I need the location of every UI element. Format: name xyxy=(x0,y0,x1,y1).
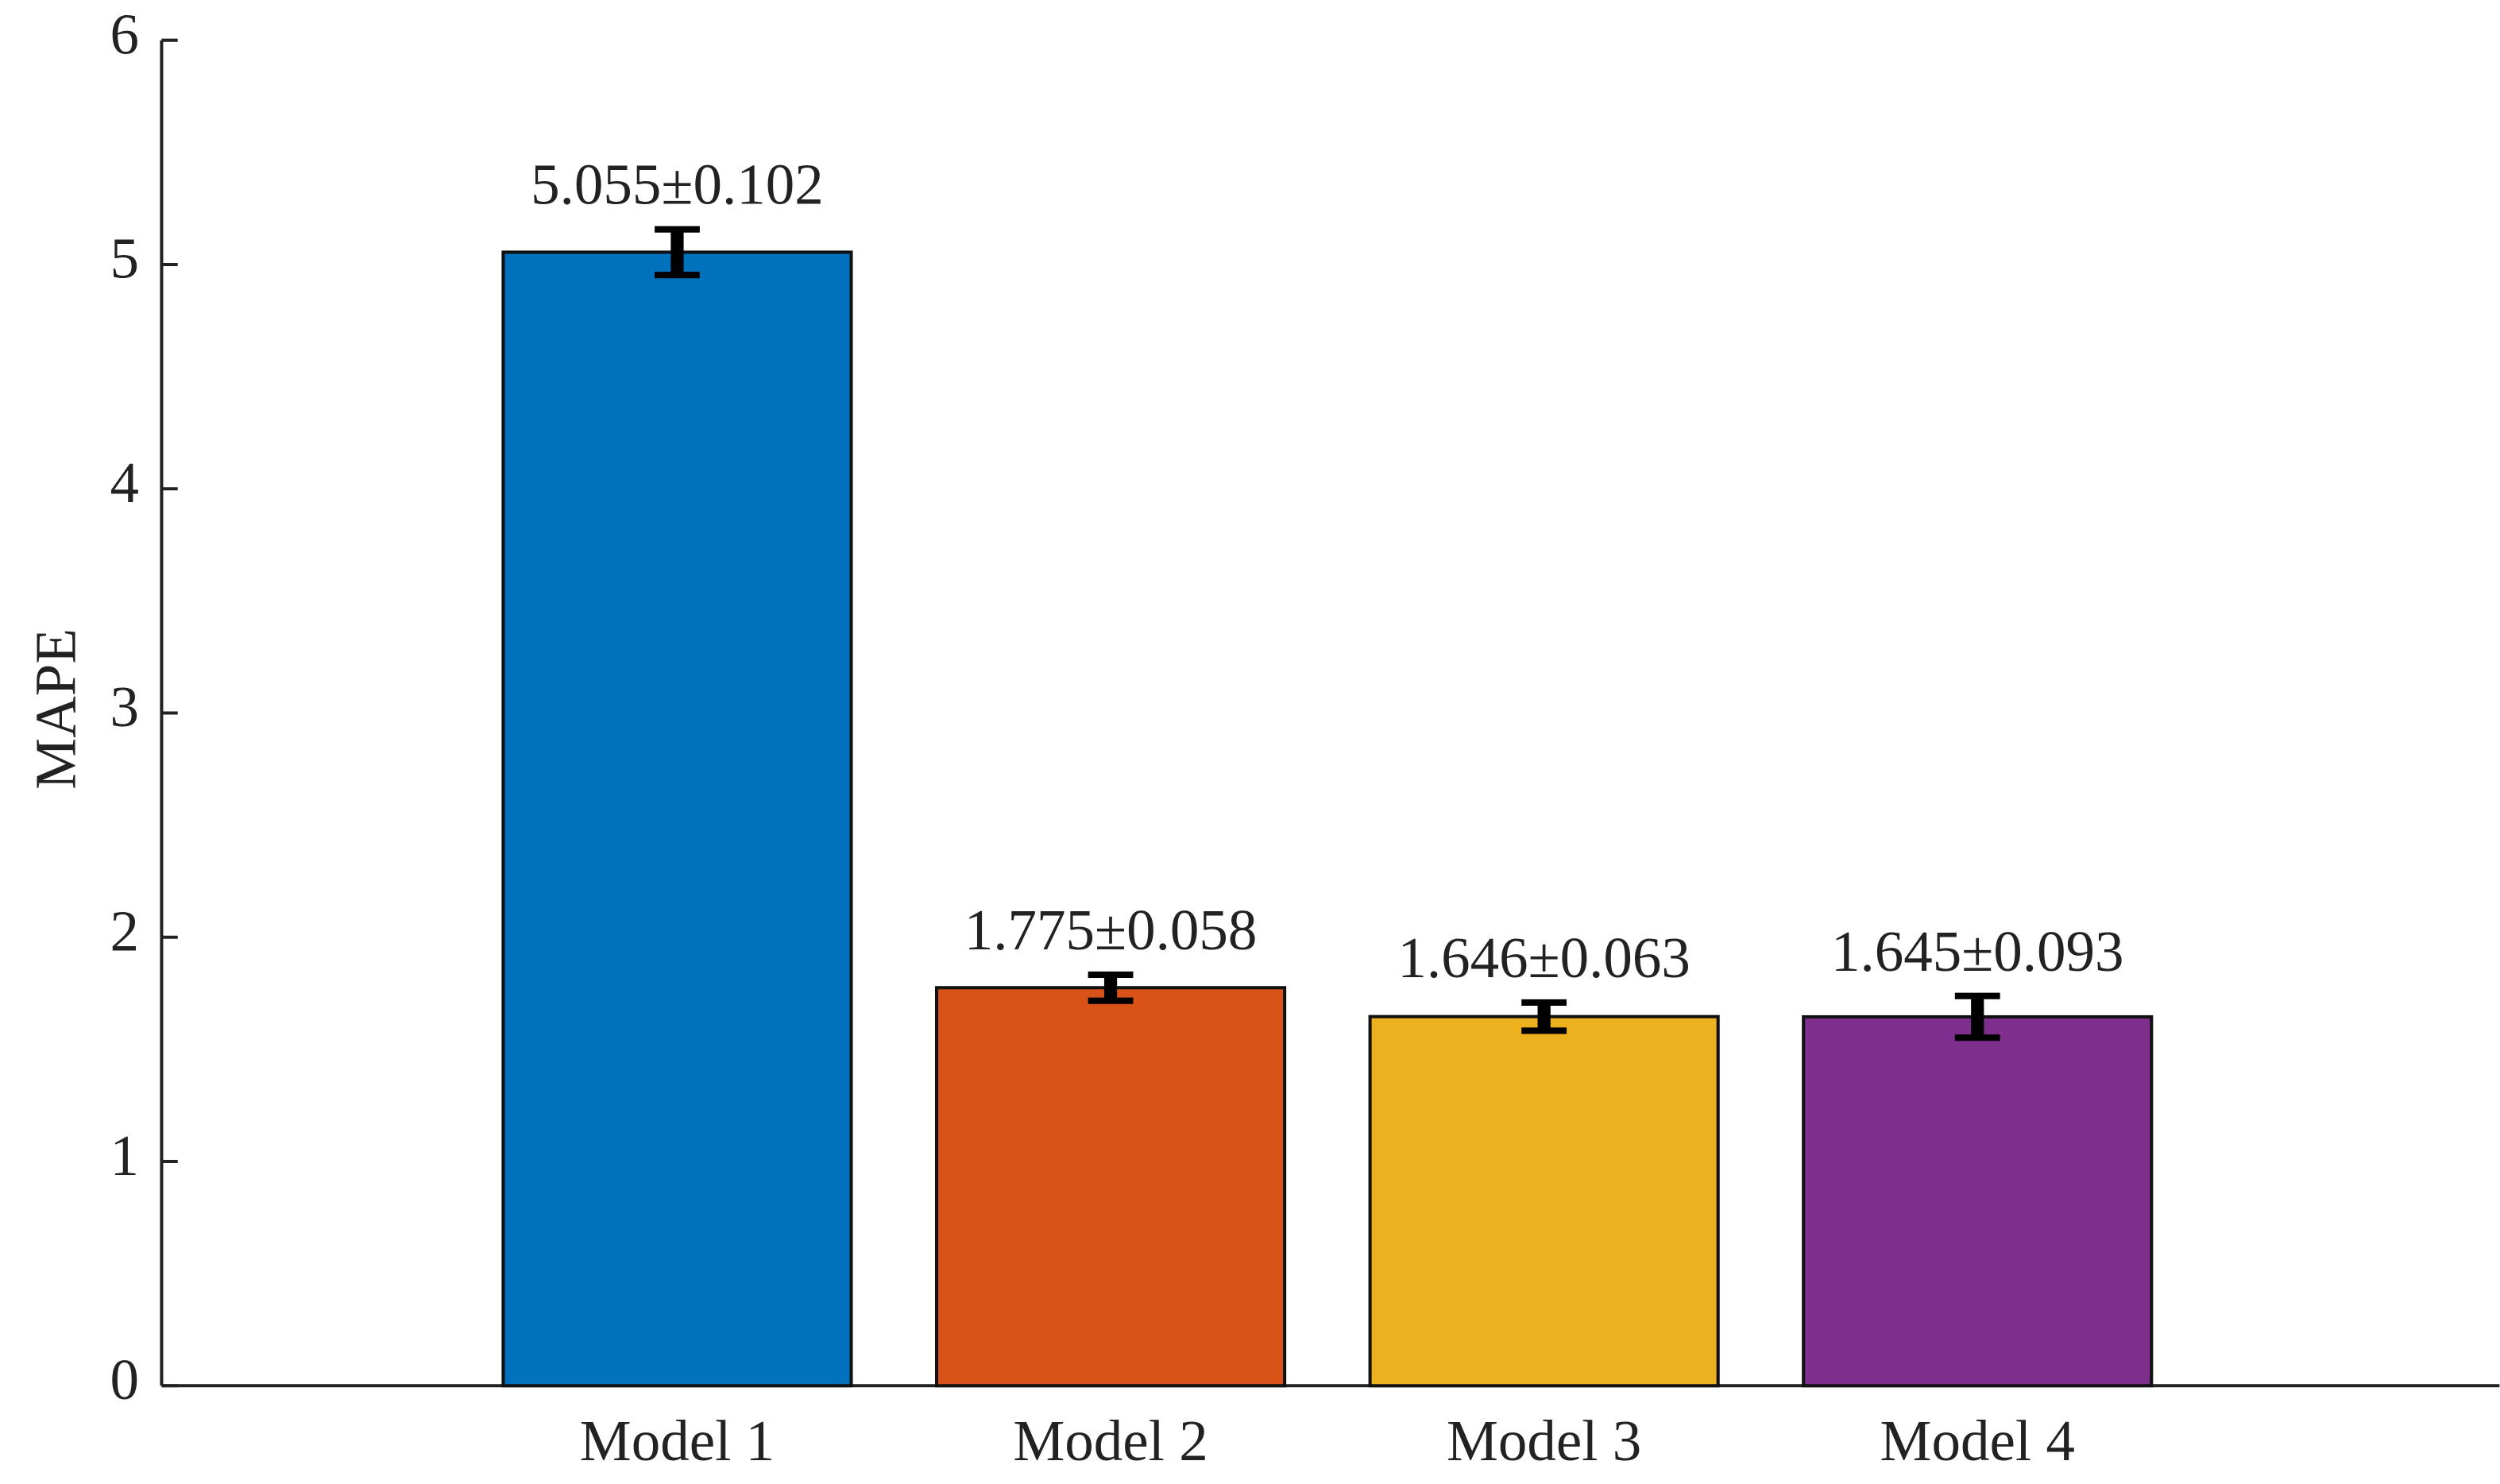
bar xyxy=(1802,1014,2154,1388)
value-label: 1.646±0.063 xyxy=(1397,926,1690,990)
value-label: 5.055±0.102 xyxy=(531,153,824,217)
bar xyxy=(1368,1014,1720,1388)
y-axis-label: MAPE xyxy=(23,628,87,790)
value-label: 1.645±0.093 xyxy=(1831,919,2124,984)
bar xyxy=(501,250,853,1388)
x-tick-label: Model 3 xyxy=(1447,1409,1641,1473)
value-label: 1.775±0.058 xyxy=(964,898,1258,962)
y-tick-label: 0 xyxy=(110,1347,140,1412)
x-tick-label: Model 2 xyxy=(1013,1409,1207,1473)
y-tick-label: 1 xyxy=(110,1123,140,1188)
x-tick-label: Model 1 xyxy=(580,1409,775,1473)
y-tick-label: 2 xyxy=(110,899,140,964)
y-tick-label: 5 xyxy=(110,226,140,291)
y-tick-label: 3 xyxy=(110,674,140,739)
y-tick-label: 6 xyxy=(110,2,140,66)
bar xyxy=(934,986,1287,1388)
y-tick-label: 4 xyxy=(110,450,140,515)
x-tick-label: Model 4 xyxy=(1880,1409,2075,1473)
